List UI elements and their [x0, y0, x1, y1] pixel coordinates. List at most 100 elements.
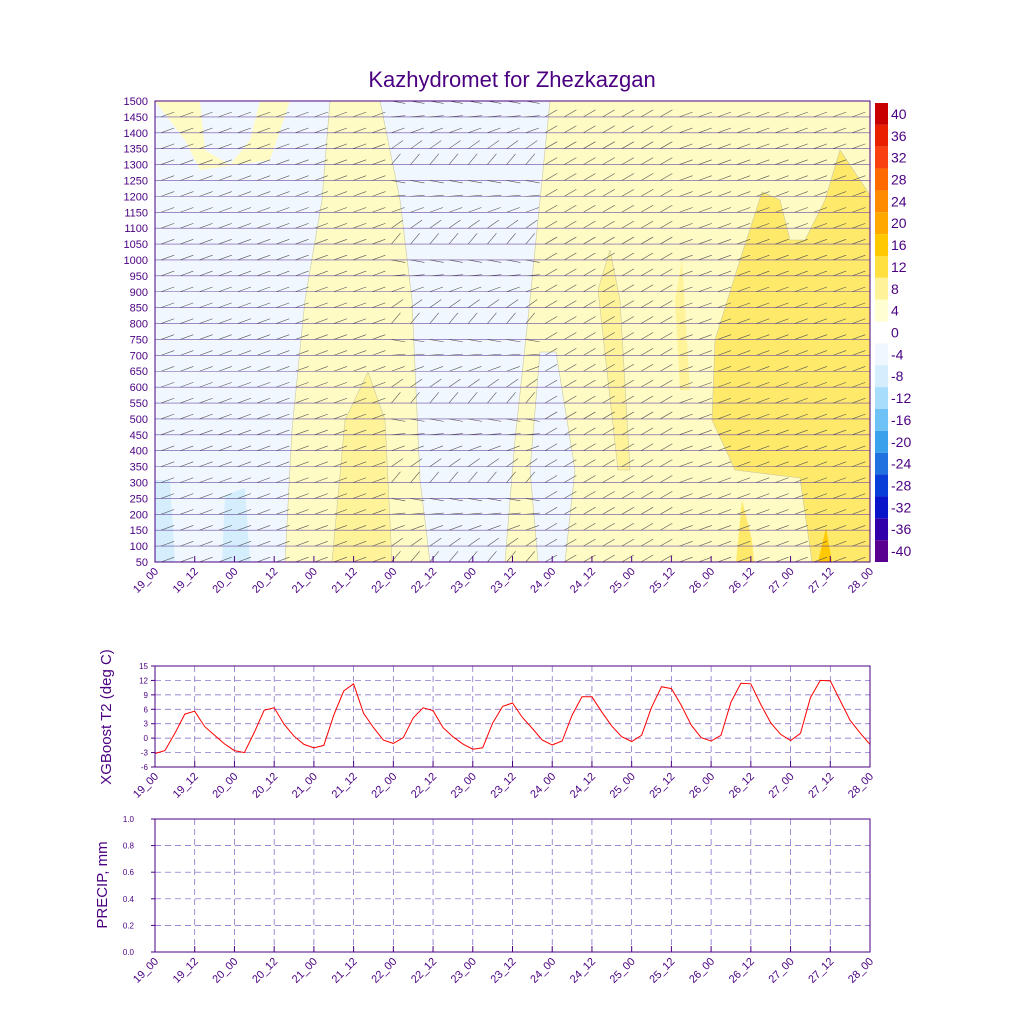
wind-barb — [717, 493, 732, 499]
wind-barb — [794, 270, 808, 277]
wind-barb — [276, 445, 290, 452]
wind-barb — [199, 270, 213, 277]
wind-barb — [852, 477, 866, 483]
wind-barb — [410, 458, 423, 467]
wind-barb — [180, 350, 194, 356]
wind-barb — [794, 509, 808, 515]
t2-panel: 15 12 9 6 3 0 -3 -6 19_00 19_12 20_00 20_12 21_00 21… — [98, 649, 876, 801]
wind-barb — [583, 443, 596, 451]
wind-barb — [352, 286, 367, 293]
wind-barb — [199, 207, 213, 213]
wind-barb — [333, 493, 348, 499]
wind-barb — [314, 143, 328, 149]
wind-barb — [698, 429, 712, 436]
wind-barb — [295, 493, 309, 499]
wind-barb — [602, 173, 615, 181]
wind-barb — [295, 254, 309, 261]
wind-barb — [276, 101, 278, 102]
wind-barb — [448, 551, 459, 562]
wind-barb — [256, 191, 271, 197]
wind-barb — [180, 302, 194, 308]
wind-barb — [237, 238, 252, 245]
wind-barb — [813, 413, 828, 420]
colorbar-label: -40 — [891, 543, 911, 559]
wind-barb — [525, 153, 536, 165]
wind-barb — [333, 397, 348, 404]
wind-barb — [448, 286, 463, 293]
wind-barb — [640, 205, 654, 213]
wind-barb — [756, 127, 770, 134]
wind-barb — [410, 127, 424, 134]
wind-barb — [794, 445, 808, 452]
wind-barb — [525, 219, 538, 229]
wind-barb — [314, 445, 328, 452]
wind-barb — [756, 334, 770, 340]
wind-barb — [660, 411, 673, 420]
wind-barb — [160, 366, 175, 372]
wind-barb — [487, 525, 501, 531]
field-band-cold-lower — [529, 351, 576, 562]
wind-barb — [564, 427, 577, 436]
x-tick-label: 20_00 — [210, 771, 240, 801]
wind-barb — [813, 270, 828, 277]
wind-barb — [813, 493, 828, 499]
wind-barb — [679, 509, 693, 515]
x-tick-label: 20_12 — [250, 566, 280, 596]
wind-barb — [448, 140, 461, 149]
level-tick-label: 600 — [130, 382, 148, 394]
wind-barb — [545, 101, 546, 102]
wind-barb — [410, 525, 424, 531]
level-lines — [155, 101, 870, 562]
wind-barb — [640, 316, 654, 324]
wind-barb — [602, 109, 615, 118]
wind-barb — [180, 509, 194, 515]
wind-barb — [160, 238, 175, 245]
wind-barb — [218, 318, 232, 324]
x-tick-label: 21_00 — [290, 771, 320, 801]
wind-barb — [314, 223, 328, 229]
wind-barb — [372, 223, 386, 229]
wind-barb — [314, 366, 328, 372]
level-tick-label: 200 — [130, 509, 148, 521]
wind-barb — [295, 159, 309, 165]
wind-barb — [640, 427, 654, 436]
wind-barb — [832, 223, 847, 229]
wind-barb — [199, 302, 213, 308]
wind-barb — [736, 238, 751, 245]
wind-barb — [660, 395, 673, 404]
wind-barb — [410, 233, 420, 245]
wind-barb — [564, 173, 577, 181]
wind-barb — [180, 334, 194, 340]
wind-barb — [429, 140, 442, 149]
wind-barb — [832, 382, 847, 388]
t2-y-tick-label: 0 — [144, 734, 149, 743]
wind-barb — [698, 207, 712, 213]
wind-barb — [852, 318, 866, 324]
colorbar-swatch — [875, 430, 888, 453]
wind-barb — [564, 101, 565, 102]
wind-barb — [775, 461, 789, 467]
wind-barb — [602, 284, 615, 293]
wind-barb — [276, 207, 290, 213]
colorbar-label: -36 — [891, 521, 911, 537]
wind-barb — [564, 507, 577, 515]
x-tick-label: 22_12 — [409, 956, 439, 986]
wind-barb — [736, 445, 751, 452]
wind-barb — [736, 477, 751, 483]
wind-barb — [257, 101, 258, 102]
wind-barb — [544, 189, 558, 197]
wind-barb — [564, 379, 577, 388]
wind-barb — [852, 429, 866, 436]
wind-barb — [832, 445, 847, 452]
wind-barb — [640, 284, 654, 293]
precip-y-tick-label: 0.4 — [123, 895, 135, 904]
precip-y-tick-label: 1.0 — [123, 815, 135, 824]
wind-barb — [429, 219, 442, 229]
wind-barb — [506, 233, 516, 245]
wind-barb — [372, 318, 386, 324]
wind-barb — [698, 382, 712, 388]
wind-barb — [237, 429, 252, 436]
wind-barb — [852, 382, 866, 388]
wind-barb — [660, 268, 673, 277]
field-band-cold-deep-1 — [155, 480, 175, 562]
